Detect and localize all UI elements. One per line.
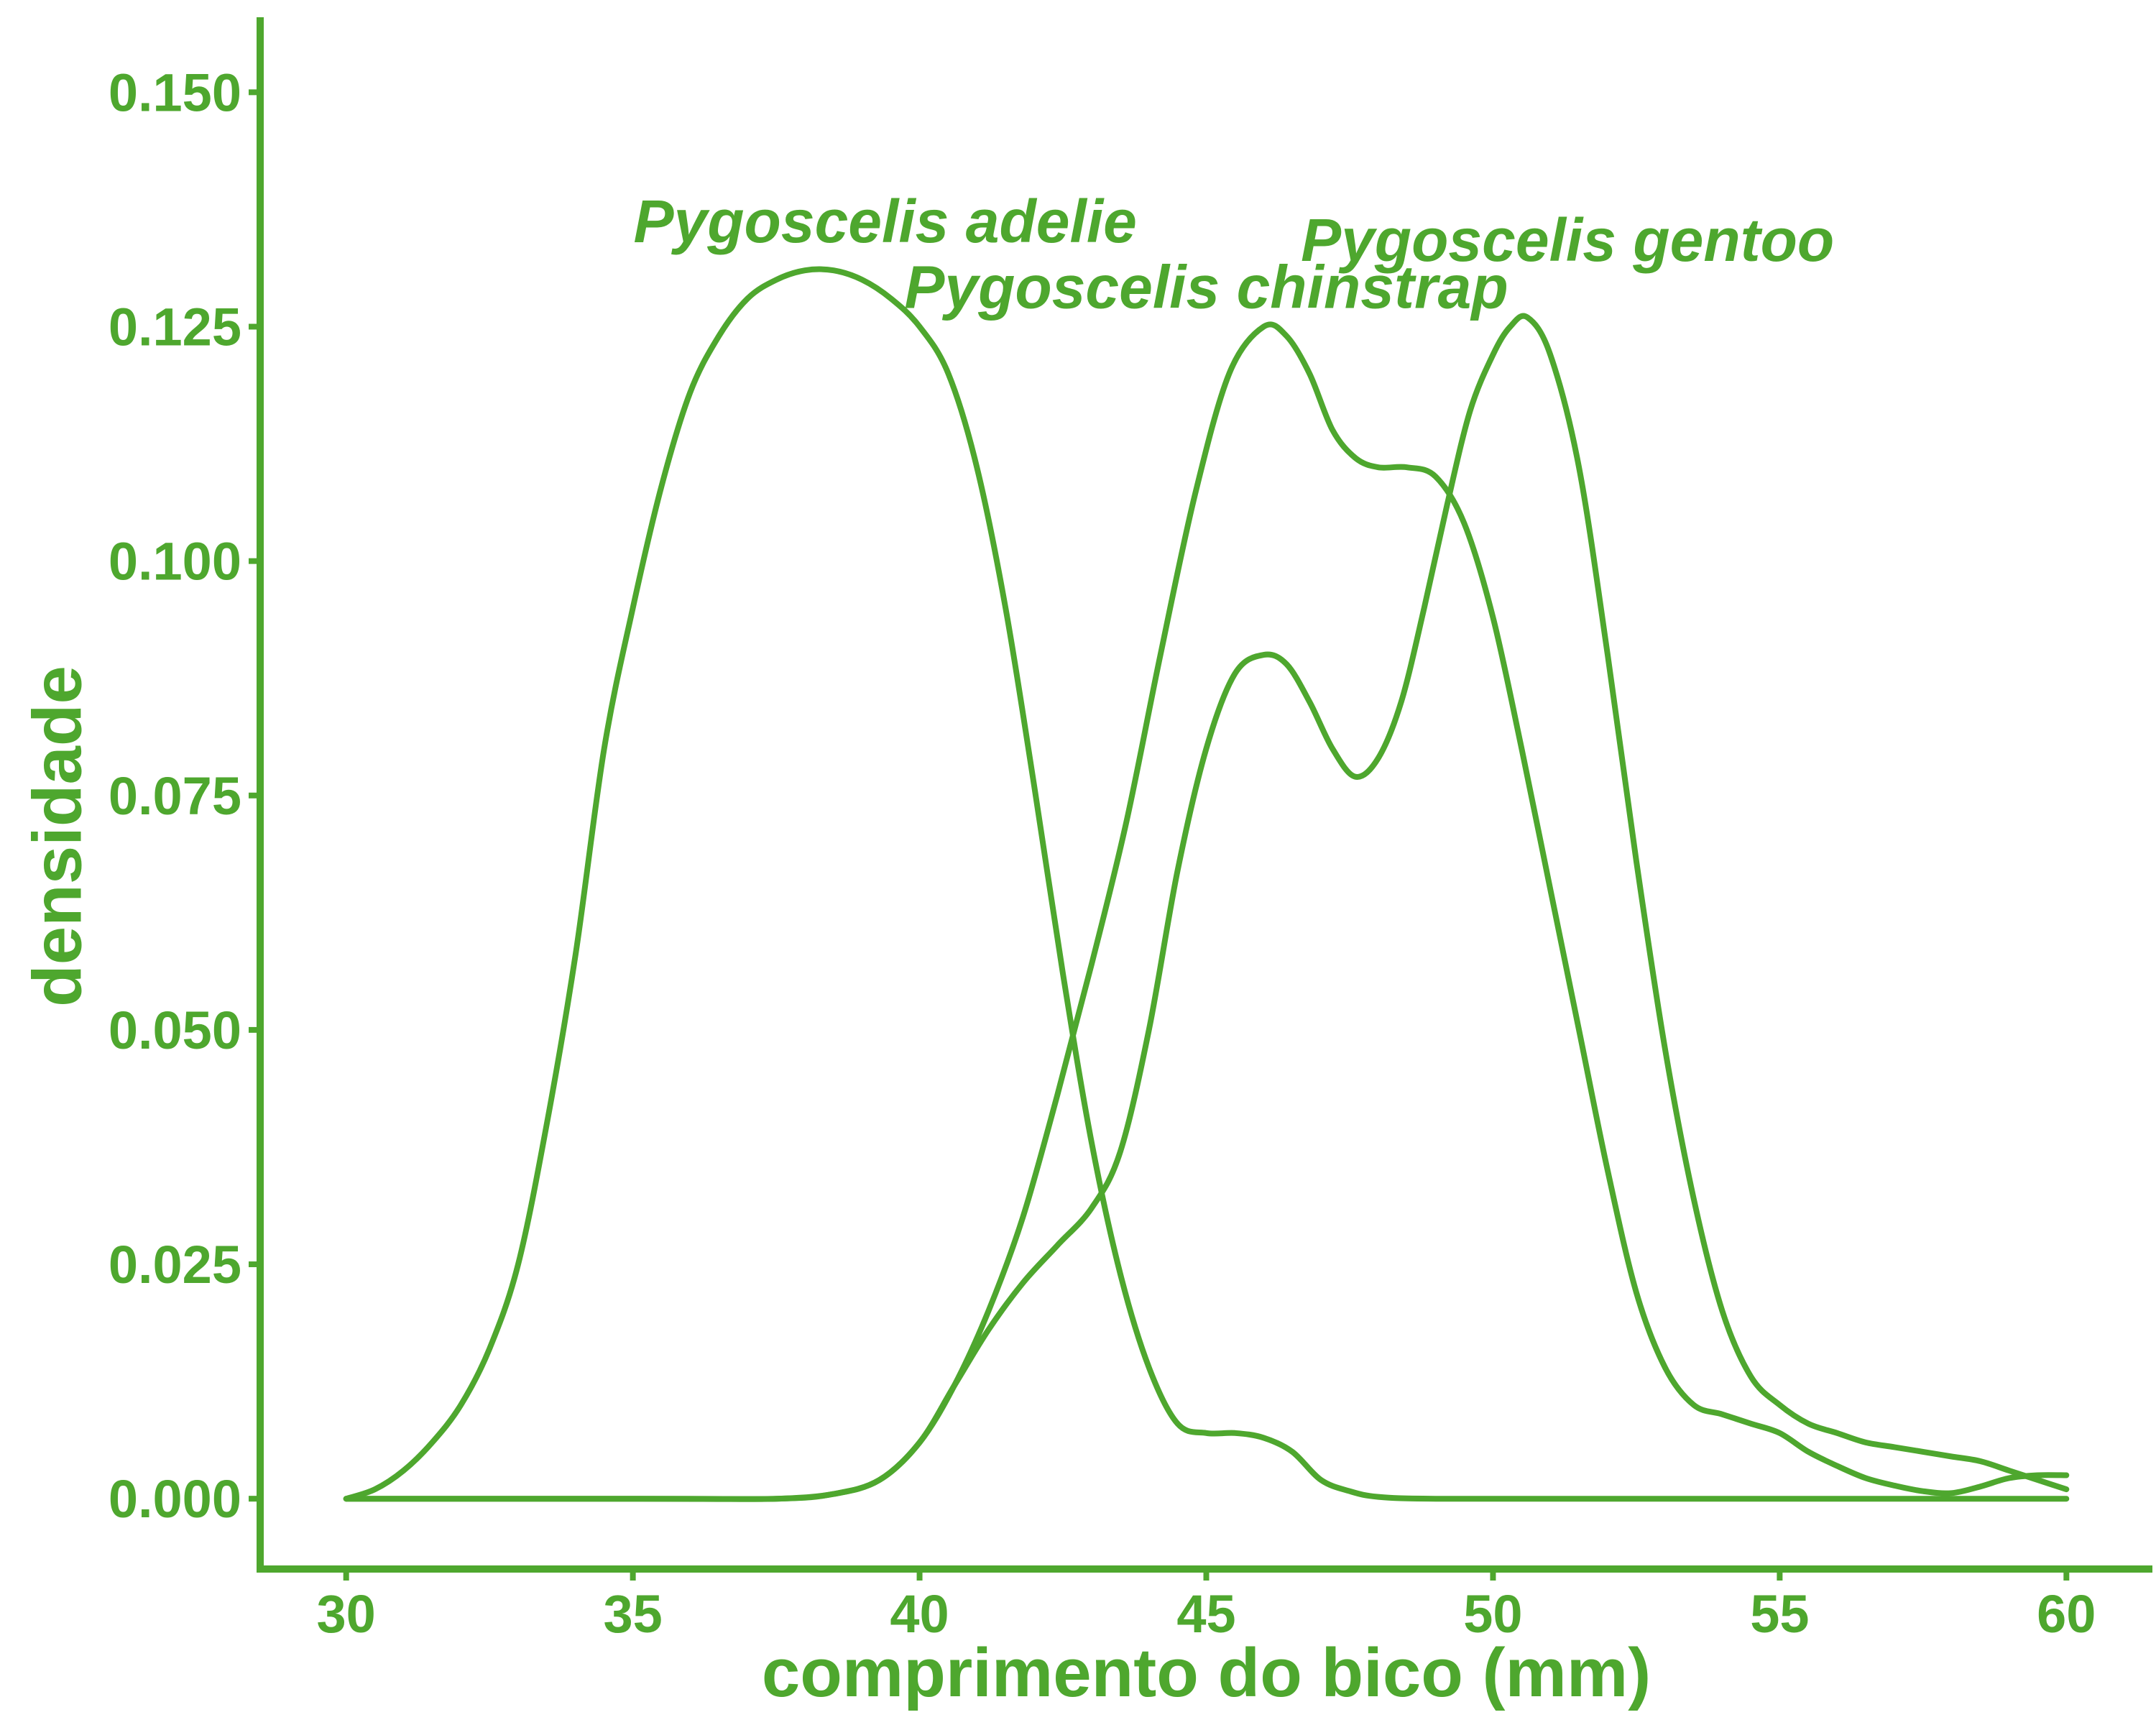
series-line-pygoscelis-gentoo (343, 313, 2070, 1502)
series-label-pygoscelis-gentoo: Pygoscelis gentoo (1301, 206, 1834, 274)
x-tick-label: 45 (1176, 1584, 1235, 1644)
x-tick-label: 35 (603, 1584, 662, 1644)
series-label-pygoscelis-adelie: Pygoscelis adelie (633, 188, 1136, 255)
y-tick-label: 0.050 (109, 1000, 241, 1060)
x-tick-label: 50 (1463, 1584, 1522, 1644)
y-tick-label: 0.150 (109, 63, 241, 122)
y-tick-label: 0.025 (109, 1235, 241, 1294)
y-tick-label: 0.125 (109, 297, 241, 356)
x-tick-label: 55 (1750, 1584, 1809, 1644)
x-tick-label: 40 (890, 1584, 949, 1644)
y-tick-label: 0.100 (109, 532, 241, 592)
x-tick-label: 30 (317, 1584, 376, 1644)
y-tick-label: 0.075 (109, 766, 241, 826)
y-axis-title: densidade (19, 666, 96, 1007)
series-layer (343, 266, 2070, 1502)
axes-layer: 30 35 40 45 50 55 60 0.000 0.025 0.050 0.075 0.100 0… (109, 17, 2152, 1644)
series-line-pygoscelis-adelie (343, 266, 2070, 1502)
y-tick-label: 0.000 (109, 1469, 241, 1529)
x-axis-title: comprimento do bico (mm) (762, 1634, 1651, 1711)
x-tick-label: 60 (2037, 1584, 2096, 1644)
series-label-pygoscelis-chinstrap: Pygoscelis chinstrap (904, 253, 1508, 321)
